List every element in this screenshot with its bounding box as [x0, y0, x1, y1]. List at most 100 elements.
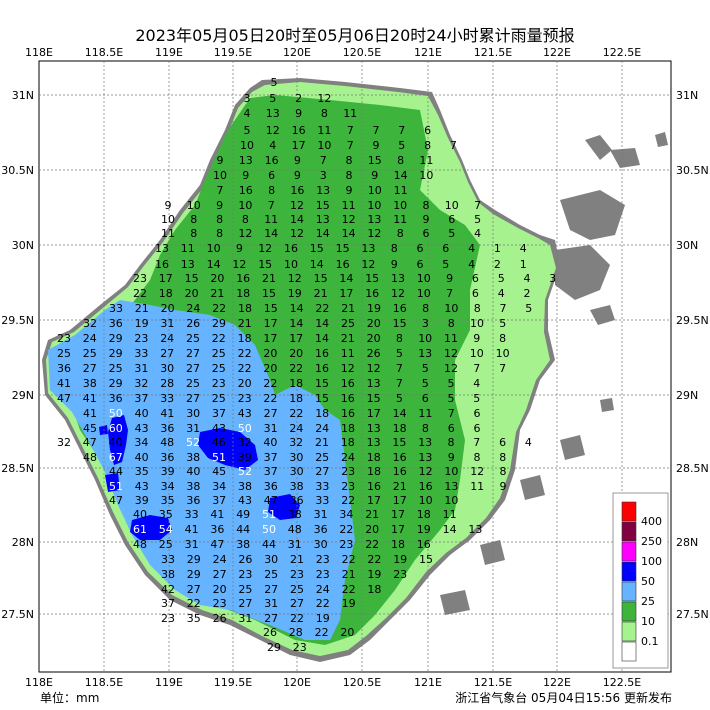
forecast-value: 33 [185, 508, 199, 521]
forecast-value: 1 [520, 258, 527, 271]
forecast-value: 36 [160, 422, 174, 435]
forecast-value: 12 [232, 258, 246, 271]
lon-tick-label: 121.5E [474, 46, 512, 59]
lon-tick-label: 118E [25, 676, 53, 689]
forecast-value: 36 [264, 480, 278, 493]
forecast-value: 45 [83, 422, 97, 435]
forecast-value: 28 [160, 377, 174, 390]
forecast-value: 12 [266, 124, 280, 137]
forecast-value: 26 [367, 347, 381, 360]
forecast-value: 43 [238, 494, 252, 507]
forecast-value: 23 [238, 568, 252, 581]
forecast-value: 5 [422, 377, 429, 390]
lon-tick-label: 121.5E [474, 676, 512, 689]
forecast-value: 6 [472, 287, 479, 300]
forecast-value: 13 [391, 272, 405, 285]
forecast-value: 18 [289, 377, 303, 390]
forecast-value: 9 [371, 169, 378, 182]
forecast-value: 25 [315, 451, 329, 464]
lon-tick-label: 120E [283, 676, 311, 689]
forecast-value: 34 [134, 436, 148, 449]
lat-tick-label: 30N [12, 239, 34, 252]
forecast-value: 43 [212, 422, 226, 435]
forecast-value: 26 [263, 626, 277, 639]
forecast-value: 33 [109, 302, 123, 315]
forecast-value: 32 [238, 436, 252, 449]
forecast-value: 14 [339, 272, 353, 285]
forecast-value: 18 [393, 422, 407, 435]
forecast-value: 40 [186, 465, 200, 478]
forecast-value: 12 [419, 465, 433, 478]
lat-tick-label: 31N [676, 89, 698, 102]
forecast-value: 22 [367, 553, 381, 566]
forecast-value: 22 [341, 494, 355, 507]
forecast-value: 30 [264, 553, 278, 566]
forecast-value: 31 [314, 508, 328, 521]
forecast-value: 36 [210, 523, 224, 536]
forecast-value: 40 [109, 436, 123, 449]
forecast-value: 16 [292, 124, 306, 137]
forecast-value: 31 [264, 597, 278, 610]
legend-label: 400 [641, 515, 662, 528]
forecast-value: 27 [83, 362, 97, 375]
forecast-value: 8 [190, 227, 197, 240]
forecast-value: 13 [367, 422, 381, 435]
forecast-value: 16 [265, 154, 279, 167]
lat-tick-label: 28.5N [1, 462, 34, 475]
forecast-value: 9 [346, 184, 353, 197]
forecast-value: 14 [264, 227, 278, 240]
lat-tick-label: 27.5N [1, 608, 34, 621]
forecast-value: 23 [393, 568, 407, 581]
forecast-value: 15 [392, 436, 406, 449]
forecast-value: 13 [367, 436, 381, 449]
forecast-value: 9 [165, 199, 172, 212]
forecast-value: 25 [57, 347, 71, 360]
forecast-value: 21 [314, 287, 328, 300]
forecast-value: 11 [341, 347, 355, 360]
forecast-value: 47 [109, 494, 123, 507]
forecast-value: 26 [186, 317, 200, 330]
forecast-value: 8 [423, 199, 430, 212]
forecast-value: 10 [161, 213, 175, 226]
forecast-value: 5 [442, 258, 449, 271]
forecast-value: 8 [321, 107, 328, 120]
forecast-value: 37 [134, 392, 148, 405]
forecast-value: 5 [474, 213, 481, 226]
forecast-value: 19 [135, 317, 149, 330]
forecast-value: 14 [315, 332, 329, 345]
forecast-value: 12 [342, 213, 356, 226]
forecast-value: 34 [339, 508, 353, 521]
forecast-value: 12 [290, 227, 304, 240]
lon-tick-label: 120.5E [343, 676, 381, 689]
forecast-value: 6 [499, 436, 506, 449]
forecast-value: 17 [391, 523, 405, 536]
forecast-value: 16 [367, 480, 381, 493]
forecast-value: 9 [217, 154, 224, 167]
forecast-value: 12 [361, 258, 375, 271]
forecast-value: 48 [288, 523, 302, 536]
forecast-value: 2 [524, 287, 531, 300]
forecast-value: 35 [135, 465, 149, 478]
forecast-value: 51 [262, 508, 276, 521]
forecast-value: 10 [213, 169, 227, 182]
forecast-value: 12 [367, 362, 381, 375]
forecast-value: 19 [367, 568, 381, 581]
forecast-value: 27 [186, 392, 200, 405]
forecast-value: 15 [262, 287, 276, 300]
forecast-value: 44 [109, 465, 123, 478]
unit-label: 单位：mm [40, 691, 100, 705]
forecast-value: 7 [268, 199, 275, 212]
forecast-value: 9 [294, 169, 301, 182]
forecast-value: 9 [216, 199, 223, 212]
forecast-value: 16 [315, 362, 329, 375]
forecast-value: 50 [262, 523, 276, 536]
forecast-value: 40 [133, 508, 147, 521]
forecast-value: 34 [161, 480, 175, 493]
forecast-value: 4 [468, 258, 475, 271]
legend-label: 0.1 [641, 635, 659, 648]
forecast-value: 10 [418, 332, 432, 345]
forecast-value: 8 [396, 332, 403, 345]
forecast-value: 48 [83, 451, 97, 464]
forecast-value: 11 [393, 213, 407, 226]
forecast-value: 15 [419, 553, 433, 566]
